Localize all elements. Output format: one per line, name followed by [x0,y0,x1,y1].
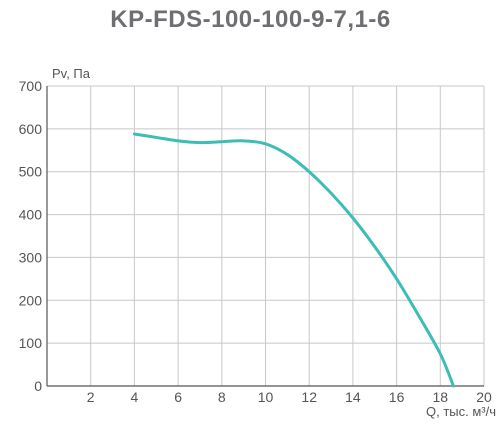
x-axis-label: Q, тыс. м³/ч [426,404,496,419]
y-tick-label-500: 500 [19,164,43,180]
x-tick-label-16: 16 [389,389,405,405]
x-tick-label-2: 2 [87,389,95,405]
x-tick-label-12: 12 [301,389,317,405]
x-tick-label-18: 18 [433,389,449,405]
y-tick-label-700: 700 [19,78,43,94]
axes [46,86,484,387]
x-tick-label-8: 8 [218,389,226,405]
x-tick-label-14: 14 [345,389,361,405]
x-tick-label-10: 10 [258,389,274,405]
y-tick-label-0: 0 [34,378,42,394]
series-layer [132,132,455,388]
y-tick-label-400: 400 [19,207,43,223]
x-tick-label-4: 4 [131,389,139,405]
y-tick-label-100: 100 [19,335,43,351]
chart-title: KP-FDS-100-100-9-7,1-6 [110,6,391,33]
y-tick-label-600: 600 [19,121,43,137]
y-tick-label-200: 200 [19,292,43,308]
y-axis-label: Pv, Па [52,66,91,81]
x-tick-label-20: 20 [476,389,492,405]
tick-labels: 0 100 200 300 400 500 600 700 2 4 6 8 10 12 14 16 18 20 [19,78,492,405]
x-tick-label-6: 6 [174,389,182,405]
series-line-0 [132,132,455,388]
grid [47,85,485,386]
y-tick-label-300: 300 [19,249,43,265]
